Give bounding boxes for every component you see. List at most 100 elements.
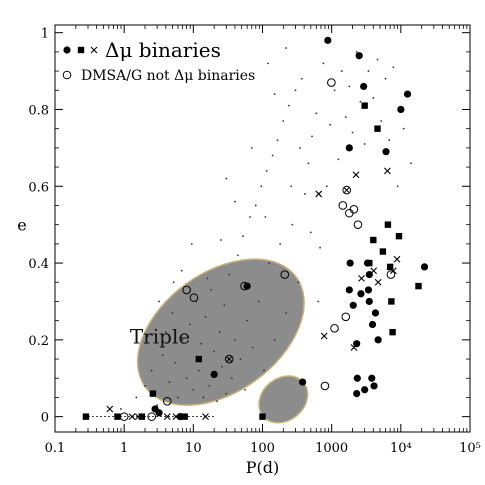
cross-stroke [202, 413, 209, 421]
background-dot [150, 369, 153, 372]
background-dot [325, 185, 328, 188]
background-dot [309, 231, 312, 234]
background-dot [388, 139, 391, 142]
open-circle-ring [224, 354, 234, 364]
background-dot [265, 170, 268, 172]
filled-circle-point [368, 320, 377, 329]
background-dot [273, 338, 276, 341]
background-dot [380, 120, 383, 122]
cross-stroke [384, 167, 391, 175]
background-dot [156, 404, 159, 407]
background-dot [396, 185, 399, 188]
open-circle-point [386, 270, 396, 279]
background-dot [303, 193, 306, 195]
filled-square-point [374, 125, 381, 132]
background-dot [241, 235, 244, 238]
background-dot [189, 323, 192, 326]
background-dot [206, 277, 209, 280]
background-dot [402, 127, 405, 130]
background-dot [202, 396, 205, 399]
open-circle-point [349, 205, 359, 214]
filled-circle-point [299, 378, 307, 386]
open-circle-point [341, 312, 351, 322]
background-dot [221, 365, 223, 368]
filled-circle-point [370, 382, 378, 390]
x-tick-label: 0.1 [45, 441, 66, 456]
background-dot [285, 47, 288, 49]
filled-circle-point [382, 148, 390, 156]
x-tick-label: 100 [250, 441, 275, 456]
filled-square-point [181, 413, 188, 420]
background-dot [181, 338, 184, 341]
cross-point [106, 405, 114, 413]
legend-label-dmu-binaries: Δμ binaries [105, 38, 221, 62]
filled-circle-point [345, 286, 353, 294]
data-markers: Triple [82, 36, 429, 421]
background-dot [236, 254, 239, 257]
background-dot [250, 146, 253, 149]
x-tick-label: 10 [185, 441, 202, 456]
cross-point [320, 332, 328, 340]
filled-square-point [195, 355, 203, 363]
background-dot [300, 77, 303, 80]
y-tick-label: 0.8 [28, 103, 49, 118]
filled-circle-point [357, 290, 365, 298]
background-dot [120, 408, 122, 410]
background-dot [219, 239, 222, 241]
y-axis-label: e [17, 216, 26, 235]
filled-circle-point [243, 282, 251, 290]
background-dot [287, 104, 290, 107]
axis-ticks: 0.1 1 10 100 1000 10⁴ 10⁵ 0 0.2 0.4 0.6 0.8 1 [28, 25, 481, 456]
open-circle-point [353, 220, 363, 229]
cross-stroke [134, 413, 142, 421]
background-dot [190, 242, 193, 245]
legend-filled-circle-marker [63, 46, 71, 54]
legend-label-dmsa-not-binaries: DMSA/G not Δμ binaries [81, 68, 255, 84]
cross-point [393, 255, 401, 263]
cross-point [389, 267, 397, 275]
x-tick-label: 10⁴ [390, 441, 412, 456]
cross-stroke [315, 190, 323, 198]
background-dot [363, 143, 366, 145]
cross-stroke [393, 255, 401, 263]
background-dot [135, 396, 138, 399]
filled-circle-point [155, 409, 163, 417]
filled-square-point [386, 263, 394, 271]
background-dot [372, 97, 375, 99]
filled-circle-point [403, 90, 412, 98]
open-circle-cross-point [224, 354, 234, 364]
filled-circle-point [368, 374, 376, 382]
background-dot [322, 62, 325, 65]
background-dot [311, 135, 313, 138]
background-dot [204, 315, 207, 318]
background-dot [367, 70, 370, 72]
y-tick-label: 0.6 [28, 180, 49, 195]
cross-point [384, 167, 391, 175]
cross-point [134, 413, 142, 421]
background-dot [249, 216, 251, 218]
x-axis-label: P(d) [246, 458, 280, 477]
background-dot [294, 89, 297, 92]
filled-circle-point [353, 390, 361, 398]
background-dot [329, 123, 332, 126]
cross-stroke [389, 267, 397, 275]
background-dot [246, 319, 249, 322]
background-dot [174, 361, 177, 364]
background-dot [172, 281, 175, 284]
axis-labels: P(d) e [17, 216, 279, 478]
background-dot [337, 158, 340, 161]
background-dot [185, 377, 188, 380]
background-dot [257, 300, 260, 303]
background-dot [315, 112, 318, 115]
filled-square-point [259, 413, 266, 420]
filled-circle-point [397, 105, 405, 114]
background-dot [251, 346, 254, 349]
background-dot [230, 377, 233, 380]
cross-point [163, 413, 171, 421]
background-dot [244, 388, 246, 391]
open-circle-point [189, 293, 199, 302]
open-circle-point [320, 381, 330, 391]
filled-square-point [114, 413, 121, 420]
